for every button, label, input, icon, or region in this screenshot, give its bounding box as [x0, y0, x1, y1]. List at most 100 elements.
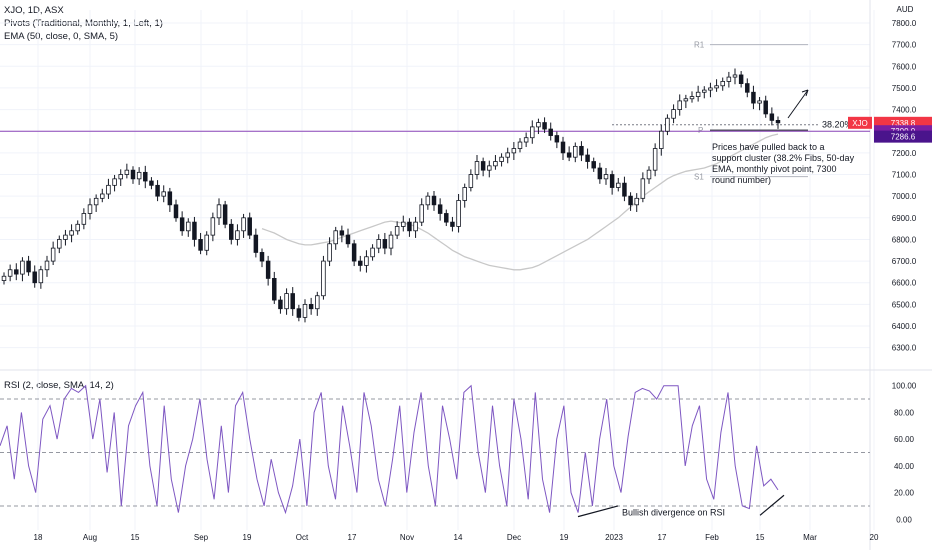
candle-body: [100, 193, 105, 199]
candle-body: [345, 234, 351, 245]
candle-body: [493, 161, 498, 167]
candle-body: [487, 165, 492, 171]
candle-body: [235, 230, 240, 240]
candle-body: [265, 260, 271, 279]
candle-body: [302, 303, 308, 318]
candle-body: [640, 178, 646, 199]
candle-body: [149, 180, 154, 186]
price-tick-label: 7700.0: [892, 41, 917, 50]
candle-body: [179, 217, 185, 232]
candle-body: [204, 234, 209, 251]
rsi-tick-label: 20.00: [894, 489, 915, 498]
grid-lines: [0, 10, 875, 530]
candle-body: [382, 239, 388, 249]
candle-body: [87, 204, 93, 214]
time-tick-label: 17: [348, 533, 357, 542]
support-cluster-annotation: Prices have pulled back to a support clus…: [712, 142, 855, 185]
candle-body: [26, 260, 31, 273]
candle-body: [161, 191, 166, 197]
candle-body: [407, 221, 412, 232]
candle-body: [388, 234, 394, 249]
candle-body: [229, 223, 234, 240]
trend-arrow-head: [801, 89, 809, 97]
candle-body: [437, 204, 443, 214]
candle-body: [714, 85, 719, 89]
candle-body: [554, 135, 560, 143]
price-tick-label: 7800.0: [892, 19, 917, 28]
time-tick-label: Mar: [803, 533, 817, 542]
time-tick-label: Aug: [83, 533, 97, 542]
candle-body: [130, 169, 136, 180]
time-tick-label: 18: [34, 533, 43, 542]
candle-body: [210, 217, 216, 236]
time-tick-label: Oct: [296, 533, 309, 542]
rsi-divergence-line-1: [577, 505, 619, 518]
time-tick-label: Feb: [705, 533, 719, 542]
symbol-tag-text: XJO: [852, 119, 868, 128]
candle-body: [591, 161, 596, 169]
chart-legend-symbol: XJO, 1D, ASX: [4, 5, 64, 16]
price-tick-label: 7100.0: [892, 171, 917, 180]
candle-body: [14, 269, 19, 275]
candle-body: [738, 74, 744, 84]
ema-50-line: [261, 133, 779, 271]
ema-price-label-bg: [874, 130, 932, 143]
candle-body: [689, 96, 695, 100]
price-tick-label: 7400.0: [892, 106, 917, 115]
price-tick-label: 7600.0: [892, 62, 917, 71]
candle-body: [32, 271, 37, 284]
candle-body: [253, 234, 259, 253]
rsi-line: [0, 384, 779, 515]
pivot-r1-label: R1: [694, 41, 705, 50]
candle-body: [241, 217, 246, 232]
candle-body: [480, 161, 486, 171]
candle-body: [259, 252, 265, 262]
time-tick-label: 19: [560, 533, 569, 542]
candle-body: [247, 217, 252, 236]
time-tick-label: Sep: [194, 533, 209, 542]
candle-body: [75, 223, 80, 232]
price-tick-label: 6400.0: [892, 322, 917, 331]
candle-body: [401, 221, 406, 227]
candle-body: [50, 247, 56, 262]
candle-body: [671, 109, 676, 119]
candle-body: [186, 221, 191, 232]
fib-382-label: 38.20%: [822, 120, 853, 130]
candle-body: [677, 100, 682, 110]
candle-body: [548, 128, 553, 136]
candle-body: [7, 269, 13, 277]
candle-body: [173, 204, 179, 219]
candle-body: [726, 76, 732, 82]
candle-body: [81, 213, 87, 225]
candle-body: [536, 122, 541, 128]
trend-arrow: [787, 89, 809, 119]
annotation-line: EMA, monthly pivot point, 7300: [712, 164, 837, 174]
candle-body: [505, 152, 510, 158]
candle-body: [511, 148, 517, 154]
price-tick-label: 7000.0: [892, 192, 917, 201]
candle-body: [425, 195, 431, 206]
candle-body: [284, 293, 289, 310]
candle-body: [560, 141, 566, 154]
candle-body: [143, 171, 148, 182]
candle-body: [1, 275, 7, 281]
time-tick-label: 20: [870, 533, 879, 542]
candle-body: [517, 141, 523, 149]
time-tick-label: 14: [454, 533, 463, 542]
candle-body: [628, 195, 633, 206]
annotation-line: Prices have pulled back to a: [712, 142, 825, 152]
candle-body: [634, 197, 639, 206]
rsi-tick-label: 80.00: [894, 408, 915, 417]
candle-body: [732, 74, 738, 78]
candle-body: [499, 156, 504, 162]
candle-body: [136, 171, 142, 180]
currency-label: AUD: [897, 5, 914, 14]
time-tick-label: 15: [756, 533, 765, 542]
candle-body: [44, 260, 50, 271]
candle-body: [652, 148, 658, 171]
ema-price-label: 7286.6: [874, 130, 932, 143]
pivot-p-label: P: [698, 126, 703, 135]
candle-body: [542, 122, 547, 130]
candle-body: [763, 100, 768, 115]
